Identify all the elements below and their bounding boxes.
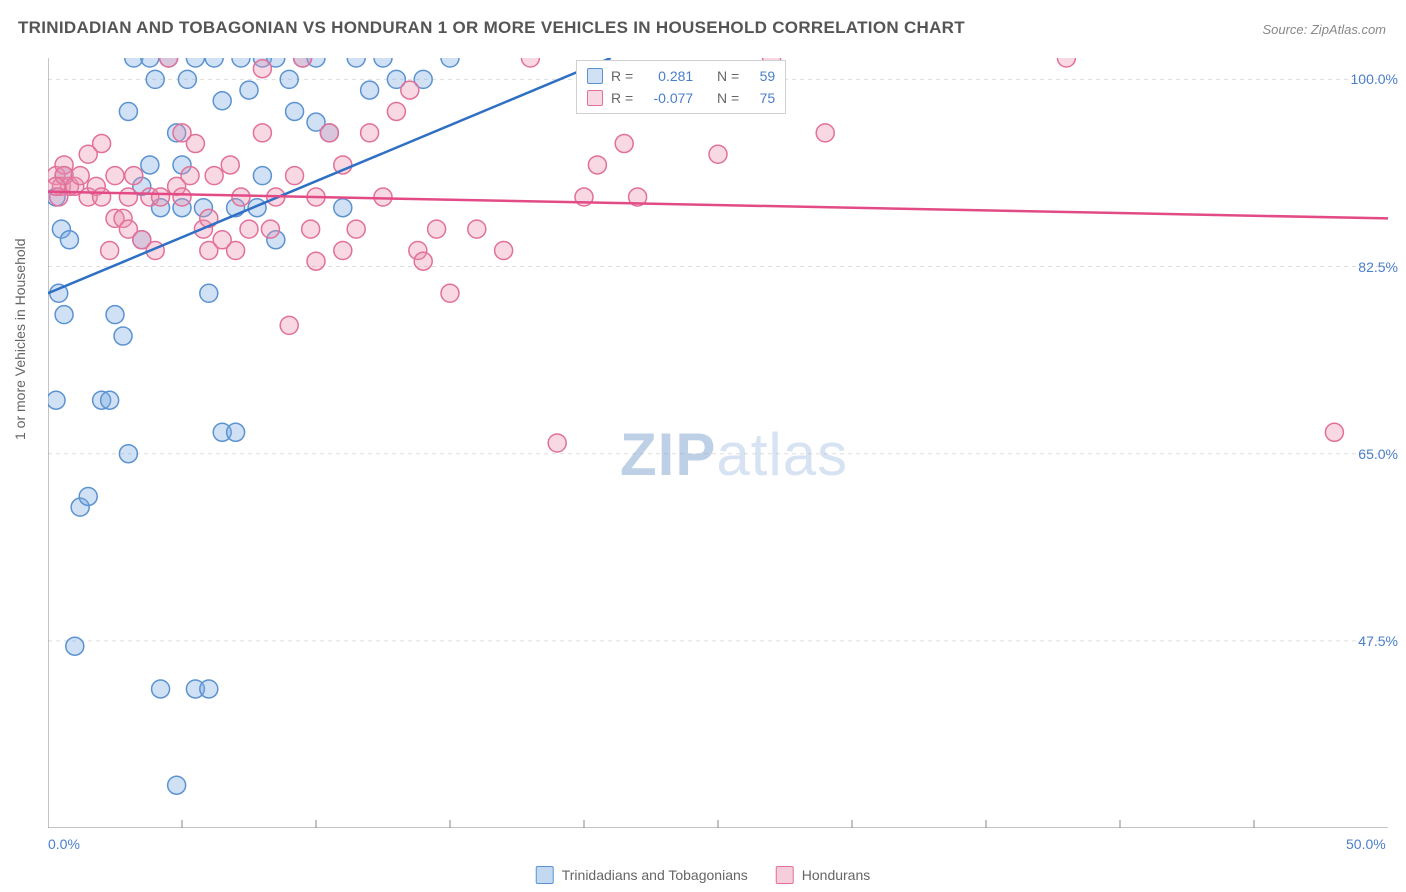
n-label: N = (717, 87, 739, 109)
legend-swatch (776, 866, 794, 884)
stats-row: R = 0.281 N = 59 (587, 65, 775, 87)
n-label: N = (717, 65, 739, 87)
y-tick-label: 82.5% (1358, 259, 1398, 275)
series-swatch (587, 68, 603, 84)
legend-swatch (536, 866, 554, 884)
y-axis-label: 1 or more Vehicles in Household (12, 238, 28, 440)
y-tick-label: 65.0% (1358, 446, 1398, 462)
correlation-stats-box: R = 0.281 N = 59 R = -0.077 N = 75 (576, 60, 786, 114)
y-tick-label: 100.0% (1351, 71, 1398, 87)
source-attribution: Source: ZipAtlas.com (1262, 22, 1386, 37)
chart-title: TRINIDADIAN AND TOBAGONIAN VS HONDURAN 1… (18, 18, 965, 38)
legend: Trinidadians and Tobagonians Hondurans (536, 866, 871, 884)
stats-row: R = -0.077 N = 75 (587, 87, 775, 109)
r-value: -0.077 (641, 87, 693, 109)
series-swatch (587, 90, 603, 106)
legend-label: Trinidadians and Tobagonians (562, 867, 748, 883)
plot-area (48, 58, 1388, 828)
r-label: R = (611, 65, 633, 87)
n-value: 59 (747, 65, 775, 87)
r-label: R = (611, 87, 633, 109)
legend-label: Hondurans (802, 867, 871, 883)
scatter-chart-svg (48, 58, 1388, 828)
legend-item: Hondurans (776, 866, 871, 884)
legend-item: Trinidadians and Tobagonians (536, 866, 748, 884)
n-value: 75 (747, 87, 775, 109)
y-tick-label: 47.5% (1358, 633, 1398, 649)
x-tick-label: 0.0% (48, 836, 80, 852)
r-value: 0.281 (641, 65, 693, 87)
x-tick-label: 50.0% (1346, 836, 1386, 852)
